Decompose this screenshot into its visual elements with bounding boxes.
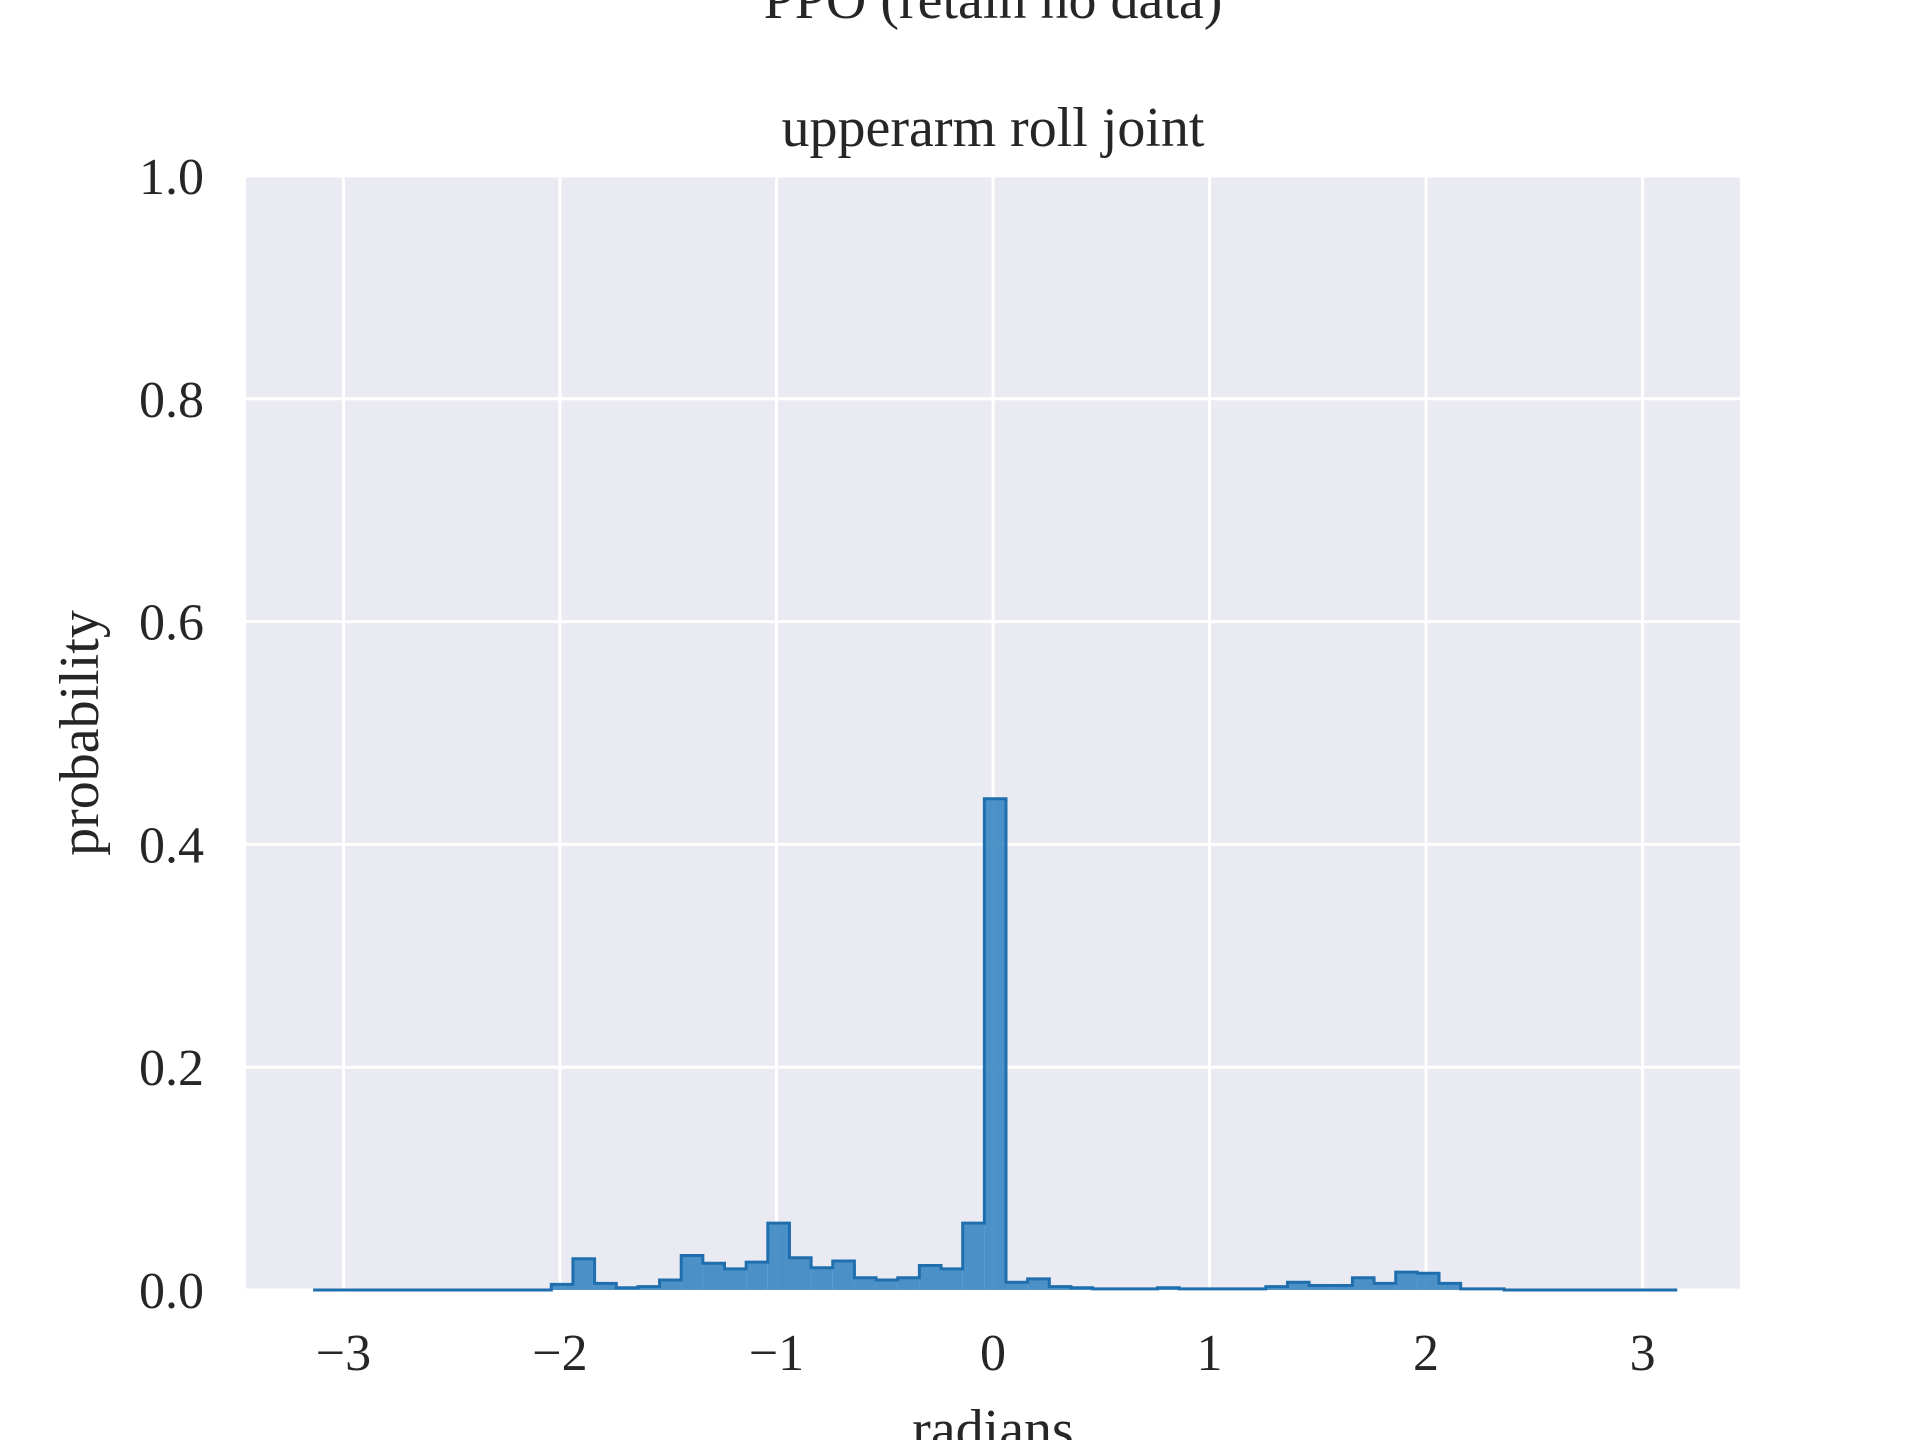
histogram-bar [1417, 1273, 1440, 1290]
histogram-bar [572, 1258, 595, 1290]
x-tick-label: 1 [1197, 1325, 1223, 1382]
histogram-bar [941, 1268, 963, 1290]
y-tick-labels: 0.0 0.2 0.4 0.6 0.8 1.0 [139, 149, 204, 1320]
histogram-bar [1287, 1282, 1310, 1290]
histogram-bar [1395, 1272, 1418, 1290]
histogram-bar [984, 798, 1006, 1290]
histogram-bar [1027, 1278, 1050, 1290]
y-tick-label: 0.4 [139, 817, 204, 874]
histogram-bar [789, 1257, 812, 1290]
histogram-bars [551, 798, 1504, 1290]
histogram-bar [724, 1268, 747, 1290]
histogram-bar [637, 1286, 660, 1290]
histogram-bar [702, 1263, 725, 1290]
y-tick-label: 0.8 [139, 372, 204, 429]
histogram-bar [876, 1279, 898, 1290]
histogram-bar [1352, 1277, 1375, 1290]
histogram-bar [832, 1261, 855, 1290]
histogram-bar [854, 1277, 877, 1290]
x-tick-label: 0 [980, 1325, 1006, 1382]
histogram-bar [551, 1284, 573, 1290]
histogram-bar [919, 1265, 942, 1290]
y-tick-label: 1.0 [139, 149, 204, 206]
histogram-bar [1265, 1286, 1288, 1290]
x-tick-label: 2 [1413, 1325, 1439, 1382]
x-tick-label: 3 [1630, 1325, 1656, 1382]
y-axis-label: probability [49, 610, 111, 856]
y-tick-label: 0.2 [139, 1040, 204, 1097]
histogram-bar [767, 1223, 790, 1290]
x-tick-labels: −3 −2 −1 0 1 2 3 [316, 1325, 1656, 1382]
y-tick-label: 0.6 [139, 595, 204, 652]
histogram-outline [313, 797, 1678, 1292]
histogram-bar [659, 1279, 682, 1290]
histogram-bar [1439, 1283, 1461, 1290]
histogram-bar [1005, 1282, 1028, 1290]
x-axis-label: radians [912, 1399, 1074, 1440]
histogram-bar [897, 1277, 920, 1290]
histogram-bar [1049, 1286, 1071, 1290]
x-tick-label: −3 [316, 1325, 371, 1382]
figure-suptitle: PPO (retain no data) [764, 0, 1223, 31]
histogram-bar [746, 1262, 768, 1290]
x-tick-label: −2 [532, 1325, 587, 1382]
histogram-bar [1330, 1285, 1353, 1290]
histogram-bar [681, 1255, 703, 1290]
histogram-bar [1309, 1285, 1331, 1290]
chart-title: upperarm roll joint [781, 97, 1204, 159]
y-tick-label: 0.0 [139, 1263, 204, 1320]
histogram-bar [962, 1223, 985, 1290]
x-tick-label: −1 [749, 1325, 804, 1382]
histogram-bar [1374, 1283, 1396, 1290]
histogram-bar [594, 1283, 617, 1290]
histogram-bar [811, 1267, 833, 1290]
